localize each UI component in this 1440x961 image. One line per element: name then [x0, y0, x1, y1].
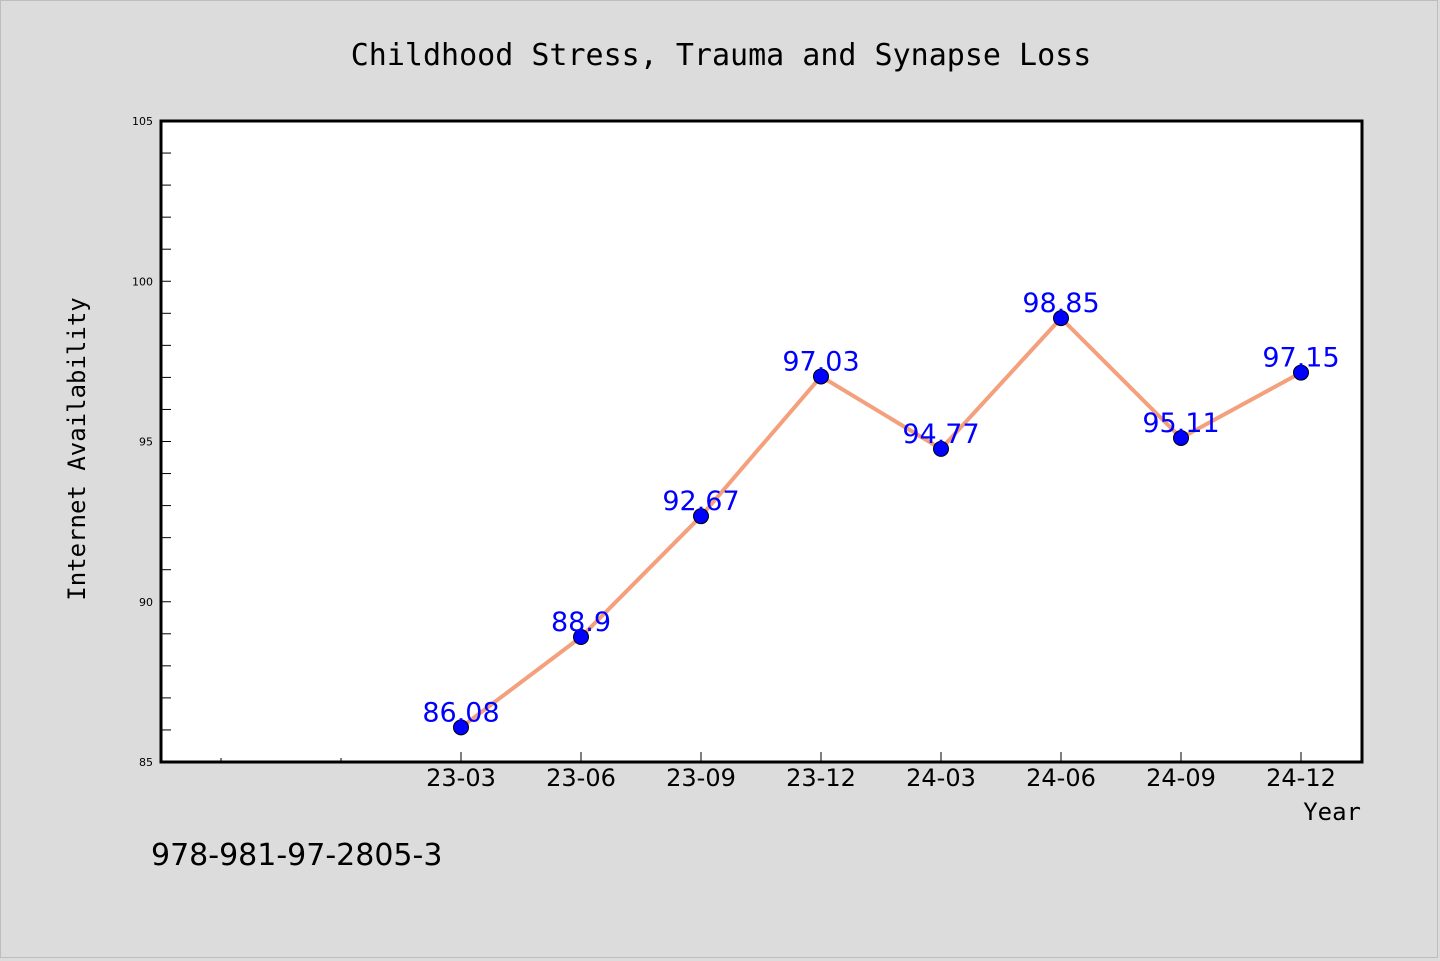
data-label: 86.08	[422, 697, 499, 728]
data-point	[813, 368, 829, 385]
y-axis-label: Internet Availability	[63, 297, 91, 600]
y-axis: 85 90 95 100 105	[132, 115, 171, 769]
data-point	[453, 719, 469, 736]
y-tick-label: 105	[132, 115, 153, 128]
data-label: 97.03	[782, 346, 859, 377]
series-line	[459, 316, 1302, 729]
data-point	[933, 440, 949, 457]
series-layer: 86.08 88.9 92.67 97.03 94.77 98.85 95.11 97.15	[422, 288, 1340, 736]
data-label: 88.9	[551, 607, 611, 638]
x-tick-label: 24-03	[906, 764, 976, 792]
isbn-text: 978-981-97-2805-3	[151, 838, 442, 873]
data-point	[1293, 364, 1309, 381]
plot-area	[159, 119, 1364, 764]
x-axis: 23-03 23-06 23-09 23-12 24-03 24-06 24-09 24-12	[220, 752, 1336, 792]
data-label: 97.15	[1262, 343, 1339, 374]
y-tick-label: 85	[139, 756, 153, 769]
x-tick-label: 23-03	[426, 764, 496, 792]
x-tick-label: 23-09	[666, 764, 736, 792]
data-label: 94.77	[902, 419, 979, 450]
data-label: 95.11	[1142, 408, 1219, 439]
data-label: 92.67	[662, 486, 739, 517]
x-tick-label: 24-06	[1026, 764, 1096, 792]
x-tick-label: 23-12	[786, 764, 856, 792]
chart-title: Childhood Stress, Trauma and Synapse Los…	[351, 38, 1092, 73]
x-tick-label: 24-12	[1266, 764, 1336, 792]
x-axis-label: Year	[1303, 798, 1361, 826]
y-tick-label: 90	[139, 596, 153, 609]
data-point	[1173, 429, 1189, 446]
y-tick-label: 95	[139, 436, 153, 449]
data-point	[1053, 310, 1069, 327]
data-label: 98.85	[1022, 288, 1099, 319]
data-point	[693, 508, 709, 525]
y-tick-label: 100	[132, 275, 153, 288]
x-tick-label: 23-06	[546, 764, 616, 792]
data-point	[573, 629, 589, 646]
x-tick-label: 24-09	[1146, 764, 1216, 792]
